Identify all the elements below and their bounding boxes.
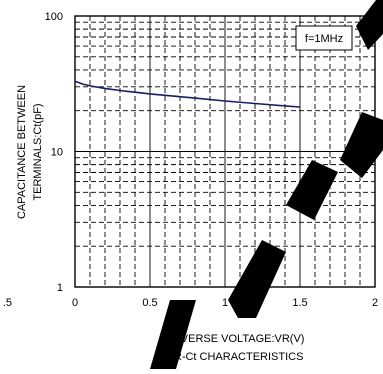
chart-title: VR-Ct CHARACTERISTICS xyxy=(167,351,304,363)
ct-vs-vr-curve xyxy=(74,80,301,108)
x-tick-label: 0.5 xyxy=(142,297,157,309)
annotation-box xyxy=(295,25,353,51)
x-tick-label: 1 xyxy=(222,297,228,309)
grid xyxy=(75,16,375,287)
watermark-shape-4 xyxy=(340,112,383,178)
y-axis-title-line2: TERMINALS:Ct(pF) xyxy=(32,103,44,200)
x-tick-label: 0 xyxy=(72,297,78,309)
watermark-shape-3 xyxy=(286,160,338,220)
tick-labels: 0 0.5 1 1.5 2 1 10 100 xyxy=(45,11,378,309)
watermark xyxy=(150,0,383,369)
left-edge-tick-label: .5 xyxy=(3,297,12,309)
y-tick-label: 10 xyxy=(51,147,63,159)
watermark-shape-2 xyxy=(228,240,286,318)
data-series xyxy=(74,80,301,108)
x-axis-title: REVERSE VOLTAGE:VR(V) xyxy=(166,333,305,345)
y-tick-label: 1 xyxy=(57,282,63,294)
x-tick-label: 1.5 xyxy=(292,297,307,309)
annotation-frequency: f=1MHz xyxy=(305,33,343,45)
y-axis-title-line1: CAPACITANCE BETWEEN xyxy=(16,85,28,219)
watermark-shape-1 xyxy=(150,300,196,369)
x-tick-label: 2 xyxy=(372,297,378,309)
watermark-shape-5 xyxy=(356,0,383,50)
y-tick-label: 100 xyxy=(45,11,63,23)
